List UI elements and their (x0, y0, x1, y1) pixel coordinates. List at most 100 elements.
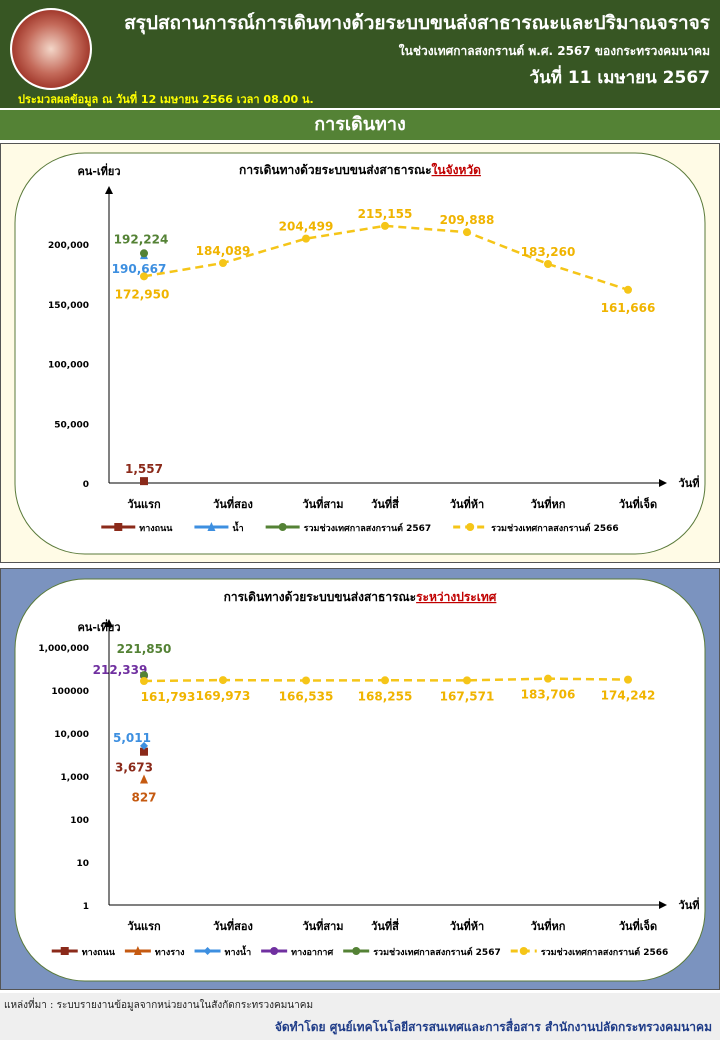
international-chart: การเดินทางด้วยระบบขนส่งสาธารณะระหว่างประ… (14, 578, 706, 982)
y-tick-label: 0 (83, 480, 89, 490)
legend-marker (114, 523, 123, 531)
x-tick-label: วันที่สี่ (371, 496, 399, 511)
domestic-chart-panel: การเดินทางด้วยระบบขนส่งสาธารณะในจังหวัด ค… (0, 143, 720, 563)
prepared-by: จัดทำโดย ศูนย์เทคโนโลยีสารสนเทศและการสื่… (274, 1020, 712, 1034)
legend-marker (133, 946, 142, 955)
data-point (140, 272, 148, 281)
page-subtitle: ในช่วงเทศกาลสงกรานต์ พ.ศ. 2567 ของกระทรว… (398, 44, 710, 58)
data-label: 204,499 (279, 220, 334, 234)
data-label: 3,673 (115, 761, 153, 775)
x-tick-label: วันที่เจ็ด (619, 496, 657, 511)
y-axis-arrow (105, 619, 113, 627)
data-label: 183,260 (521, 245, 576, 259)
y-tick-label: 1,000 (61, 773, 89, 783)
data-point (140, 249, 148, 258)
international-chart-panel: การเดินทางด้วยระบบขนส่งสาธารณะระหว่างประ… (0, 568, 720, 990)
chart-title-prefix: การเดินทางด้วยระบบขนส่งสาธารณะ (239, 163, 431, 177)
legend-label: ทางถนน (139, 524, 173, 534)
data-source: แหล่งที่มา : ระบบรายงานข้อมูลจากหน่วยงาน… (4, 1000, 314, 1011)
legend-label: ทางราง (155, 948, 185, 958)
data-label: 169,973 (196, 689, 251, 703)
x-axis-arrow (659, 901, 667, 909)
data-label: 172,950 (115, 287, 170, 301)
x-tick-label: วันที่สี่ (371, 918, 399, 933)
chart-title: การเดินทางด้วยระบบขนส่งสาธารณะในจังหวัด (239, 162, 481, 177)
data-point (140, 677, 148, 686)
data-label: 190,667 (112, 262, 167, 276)
chart-title-highlight: ในจังหวัด (432, 162, 482, 177)
data-point (140, 477, 148, 486)
data-label: 192,224 (114, 232, 169, 246)
y-tick-label: 100 (70, 816, 89, 826)
legend-label: รวมช่วงเทศกาลสงกรานต์ 2566 (491, 522, 619, 534)
x-tick-label: วันที่หก (531, 918, 566, 933)
y-tick-label: 1 (83, 902, 89, 912)
data-point (544, 260, 552, 269)
x-tick-label: วันแรก (127, 920, 161, 933)
data-label: 827 (131, 791, 156, 805)
legend-marker (466, 523, 475, 531)
legend-marker (203, 947, 212, 955)
data-label: 167,571 (440, 689, 495, 703)
x-tick-label: วันที่สาม (302, 918, 343, 933)
data-label: 161,793 (141, 690, 196, 704)
x-tick-label: วันที่สอง (213, 496, 253, 511)
chart-title: การเดินทางด้วยระบบขนส่งสาธารณะระหว่างประ… (224, 590, 497, 604)
chart-card (14, 578, 706, 982)
data-point (140, 774, 148, 784)
x-tick-label: วันที่ห้า (450, 496, 484, 511)
data-point (381, 221, 389, 230)
data-label: 174,242 (601, 689, 656, 703)
data-point (544, 674, 552, 683)
y-tick-label: 200,000 (48, 241, 89, 251)
data-label: 183,706 (521, 688, 576, 702)
x-axis-label: วันที่ (679, 897, 700, 912)
section-title: การเดินทาง (0, 110, 720, 140)
data-label: 215,155 (358, 207, 413, 221)
data-label: 221,850 (117, 642, 172, 656)
data-label: 212,339 (93, 663, 148, 677)
data-label: 161,666 (601, 301, 656, 315)
data-point (219, 676, 227, 685)
data-label: 168,255 (358, 689, 413, 703)
legend-label: รวมช่วงเทศกาลสงกรานต์ 2566 (541, 946, 669, 958)
x-tick-label: วันที่ห้า (450, 918, 484, 933)
data-point (140, 747, 148, 756)
x-tick-label: วันที่สาม (302, 496, 343, 511)
legend-label: รวมช่วงเทศกาลสงกรานต์ 2567 (304, 522, 432, 534)
data-label: 166,535 (279, 689, 334, 703)
x-tick-label: วันที่เจ็ด (619, 918, 657, 933)
data-label: 1,557 (125, 462, 163, 476)
legend-marker (278, 523, 287, 531)
data-point (302, 234, 310, 243)
page-title: สรุปสถานการณ์การเดินทางด้วยระบบขนส่งสาธา… (124, 12, 710, 34)
data-label: 5,011 (113, 731, 151, 745)
data-as-of: ประมวลผลข้อมูล ณ วันที่ 12 เมษายน 2566 เ… (18, 93, 314, 106)
legend-marker (352, 947, 361, 955)
legend-label: ทางน้ำ (225, 945, 252, 958)
x-tick-label: วันที่หก (531, 496, 566, 511)
report-date: วันที่ 11 เมษายน 2567 (529, 68, 710, 88)
y-tick-label: 100000 (51, 687, 89, 697)
y-tick-label: 50,000 (54, 420, 89, 430)
x-tick-label: วันแรก (127, 498, 161, 511)
chart-card (14, 152, 706, 555)
legend-marker (270, 947, 279, 955)
y-tick-label: 1,000,000 (38, 644, 89, 654)
data-point (140, 741, 148, 750)
data-label: 184,089 (196, 244, 251, 258)
data-point (219, 259, 227, 268)
y-axis-label: คน-เที่ยว (77, 163, 120, 178)
legend-label: ทางอากาศ (291, 948, 333, 958)
data-point (463, 676, 471, 685)
data-point (624, 675, 632, 684)
data-point (463, 228, 471, 237)
legend-label: ทางถนน (82, 948, 116, 958)
ministry-logo (10, 8, 92, 90)
chart-title-prefix: การเดินทางด้วยระบบขนส่งสาธารณะ (224, 590, 416, 604)
y-axis-arrow (105, 186, 113, 194)
data-point (624, 285, 632, 294)
y-axis-label: คน-เที่ยว (77, 619, 120, 634)
footer (0, 993, 720, 1040)
data-point (302, 676, 310, 685)
